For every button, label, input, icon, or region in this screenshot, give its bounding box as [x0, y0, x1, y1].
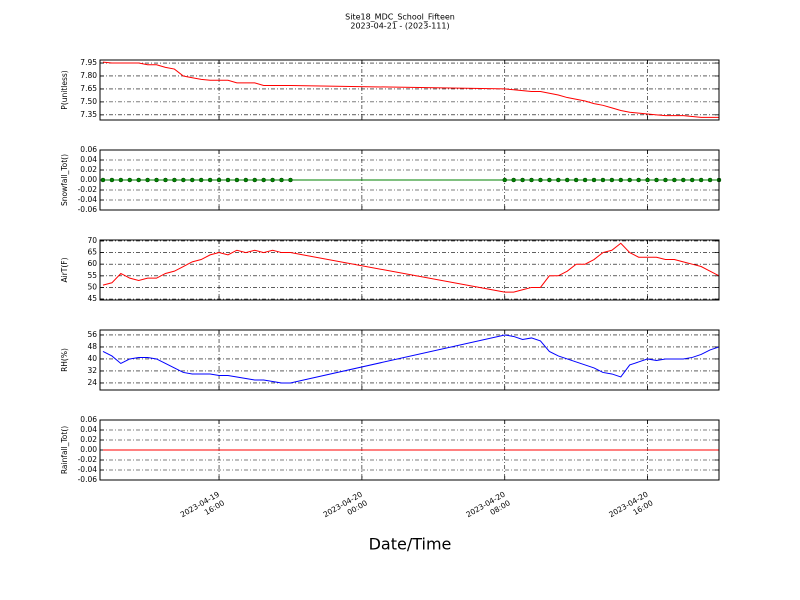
data-point	[279, 177, 284, 183]
data-point	[225, 177, 231, 183]
y-axis-label: AirT(F)	[60, 257, 69, 282]
data-point	[600, 177, 606, 183]
y-tick-label: 0.04	[80, 155, 97, 164]
data-point	[672, 177, 677, 183]
y-tick-label: -0.06	[78, 475, 98, 484]
data-point	[190, 177, 195, 183]
y-tick-label: -0.02	[78, 185, 98, 194]
data-point	[654, 177, 659, 183]
data-line	[102, 61, 719, 118]
data-point	[100, 177, 106, 183]
data-point	[118, 177, 124, 183]
y-tick-label: 0.00	[80, 445, 97, 454]
data-point	[288, 177, 293, 183]
data-point	[181, 177, 186, 183]
x-axis-label: Date/Time	[369, 535, 452, 554]
x-tick-label: 2023-04-2000:00	[322, 490, 369, 528]
y-tick-label: 60	[87, 259, 97, 268]
data-point	[529, 177, 534, 183]
data-point	[198, 177, 204, 183]
data-point	[502, 177, 507, 183]
data-point	[511, 177, 516, 183]
data-point	[591, 177, 597, 183]
y-tick-label: -0.04	[78, 195, 98, 204]
x-tick-label: 2023-04-2008:00	[464, 490, 511, 528]
data-point	[573, 177, 579, 183]
data-point	[681, 177, 686, 183]
y-tick-label: 50	[87, 282, 97, 291]
y-tick-label: 0.00	[80, 175, 97, 184]
data-point	[645, 177, 650, 183]
y-tick-label: 45	[87, 294, 97, 303]
data-point	[270, 177, 275, 183]
data-point	[261, 177, 266, 183]
y-tick-label: 32	[87, 366, 97, 375]
data-point	[707, 177, 713, 183]
data-point	[136, 177, 141, 183]
data-point	[252, 177, 257, 183]
y-axis-label: P(unitless)	[60, 70, 69, 109]
plot-frame	[99, 239, 720, 301]
y-tick-label: 40	[87, 354, 97, 363]
y-tick-label: 48	[87, 342, 97, 351]
y-tick-label: 7.65	[80, 84, 97, 93]
data-point	[172, 177, 177, 183]
y-tick-label: 0.02	[80, 165, 97, 174]
data-point	[556, 177, 561, 183]
y-tick-label: 7.80	[80, 71, 97, 80]
data-point	[547, 177, 552, 183]
x-tick-label: 2023-04-2016:00	[607, 490, 654, 528]
plot-frame	[99, 419, 720, 481]
y-tick-label: 7.35	[80, 110, 97, 119]
y-tick-label: 0.06	[80, 145, 97, 154]
plot-frame	[99, 59, 720, 121]
data-point	[636, 177, 641, 183]
data-point	[207, 177, 213, 183]
y-axis-label: RH(%)	[60, 348, 69, 372]
data-point	[689, 177, 695, 183]
y-tick-label: 7.50	[80, 97, 97, 106]
data-point	[109, 177, 115, 183]
chart-subtitle: 2023-04-21 - (2023-111)	[350, 22, 449, 31]
data-point	[627, 177, 632, 183]
data-line	[102, 334, 720, 384]
y-axis-label: Rainfall_Tot()	[60, 426, 69, 474]
y-tick-label: -0.04	[78, 465, 98, 474]
data-point	[538, 177, 543, 183]
y-tick-label: 0.02	[80, 435, 97, 444]
data-point	[582, 177, 588, 183]
y-tick-label: 55	[87, 271, 97, 280]
data-point	[698, 177, 704, 183]
data-point	[520, 177, 525, 183]
data-point	[216, 177, 222, 183]
data-point	[163, 177, 168, 183]
chart-title: Site18_MDC_School_Fifteen	[345, 13, 455, 22]
plot-frame	[99, 149, 720, 211]
y-tick-label: 0.04	[80, 425, 97, 434]
plot-frame	[99, 329, 720, 391]
x-tick-label: 2023-04-1916:00	[179, 490, 226, 528]
y-tick-label: 70	[87, 236, 97, 245]
y-tick-label: 65	[87, 248, 97, 257]
data-point	[609, 177, 615, 183]
data-point	[243, 177, 249, 183]
data-line	[102, 242, 720, 293]
data-point	[564, 177, 570, 183]
y-axis-label: Snowfall_Tot()	[60, 154, 69, 206]
data-point	[145, 177, 150, 183]
y-tick-label: 24	[87, 378, 97, 387]
data-point	[154, 177, 159, 183]
y-tick-label: 0.06	[80, 415, 97, 424]
data-point	[127, 177, 133, 183]
y-tick-label: 56	[87, 330, 97, 339]
data-point	[234, 177, 240, 183]
data-point	[663, 177, 668, 183]
y-tick-label: 7.95	[80, 58, 97, 67]
y-tick-label: -0.02	[78, 455, 98, 464]
y-tick-label: -0.06	[78, 205, 98, 214]
data-point	[618, 177, 624, 183]
